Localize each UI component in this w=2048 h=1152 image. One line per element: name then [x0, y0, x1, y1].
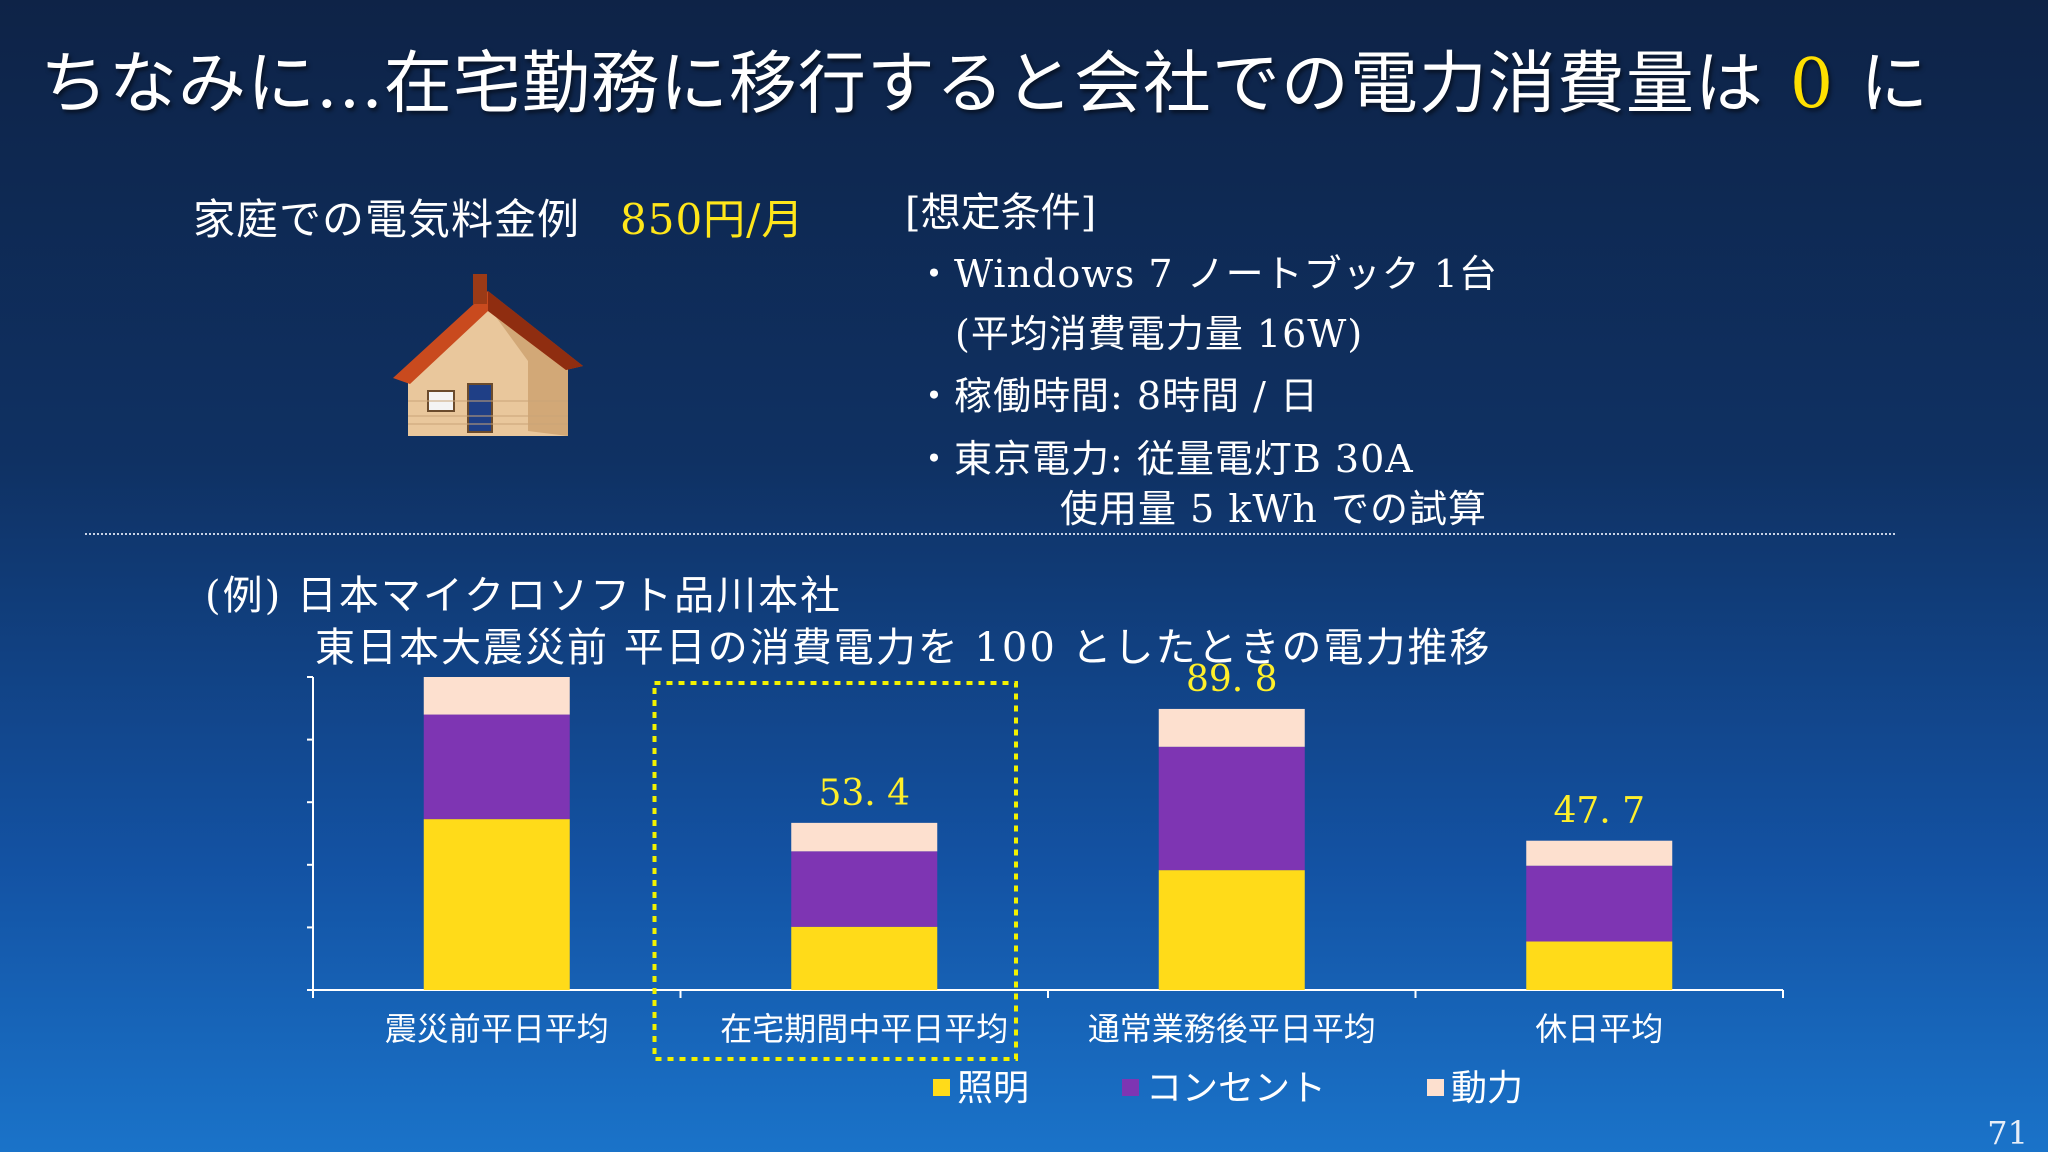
category-label-2: 通常業務後平日平均: [1088, 1010, 1376, 1048]
bar-2-1: [1158, 746, 1305, 871]
bar-2-2: [1158, 708, 1305, 747]
bar-1-0: [791, 926, 938, 990]
category-label-0: 震災前平日平均: [385, 1010, 609, 1048]
home-label-text: 家庭での電気料金例: [193, 195, 581, 244]
slide-title: ちなみに...在宅勤務に移行すると会社での電力消費量は 0 に: [40, 40, 1929, 130]
page-number: 71: [1987, 1114, 2028, 1152]
condition-line-tariff: ・東京電力: 従量電灯B 30A: [915, 437, 1414, 481]
bar-3-2: [1526, 840, 1673, 866]
legend-swatch-1: [1122, 1079, 1139, 1096]
example-heading: (例) 日本マイクロソフト品川本社: [205, 573, 843, 619]
data-label-2: 89. 8: [1186, 659, 1278, 700]
bar-0-0: [423, 819, 570, 990]
bar-1-1: [791, 851, 938, 927]
category-label-3: 休日平均: [1535, 1010, 1663, 1048]
title-prefix: ちなみに...在宅勤務に移行すると会社での電力消費量は: [40, 45, 1764, 124]
section-divider: [85, 533, 1895, 535]
bar-0-2: [423, 677, 570, 715]
home-fee-label: 家庭での電気料金例 850円/月: [193, 186, 804, 247]
home-fee-value: 850円/月: [620, 195, 805, 244]
bar-2-0: [1158, 870, 1305, 990]
category-label-1: 在宅期間中平日平均: [720, 1010, 1008, 1048]
title-zero-value: 0: [1789, 45, 1835, 124]
condition-line-os: ・Windows 7 ノートブック 1台: [915, 252, 1498, 296]
example-subheading: 東日本大震災前 平日の消費電力を 100 としたときの電力推移: [315, 625, 1492, 671]
bar-3-0: [1526, 941, 1673, 990]
title-suffix: に: [1860, 45, 1930, 124]
condition-line-hours: ・稼働時間: 8時間 / 日: [915, 374, 1320, 418]
highlight-box: [652, 681, 1018, 1061]
legend-label-2: 動力: [1451, 1068, 1523, 1109]
bar-3-1: [1526, 865, 1673, 942]
data-label-3: 47. 7: [1553, 791, 1645, 832]
condition-line-power: (平均消費電力量 16W): [955, 312, 1364, 356]
legend-swatch-0: [933, 1079, 950, 1096]
legend-label-0: 照明: [957, 1068, 1029, 1109]
bar-1-2: [791, 822, 938, 852]
condition-line-usage: 使用量 5 kWh での試算: [1060, 487, 1487, 531]
data-label-1: 53. 4: [818, 773, 910, 814]
bar-0-1: [423, 714, 570, 820]
house-icon: [393, 274, 583, 436]
conditions-heading: [想定条件]: [905, 190, 1097, 236]
legend-swatch-2: [1427, 1079, 1444, 1096]
legend-label-1: コンセント: [1146, 1068, 1326, 1109]
